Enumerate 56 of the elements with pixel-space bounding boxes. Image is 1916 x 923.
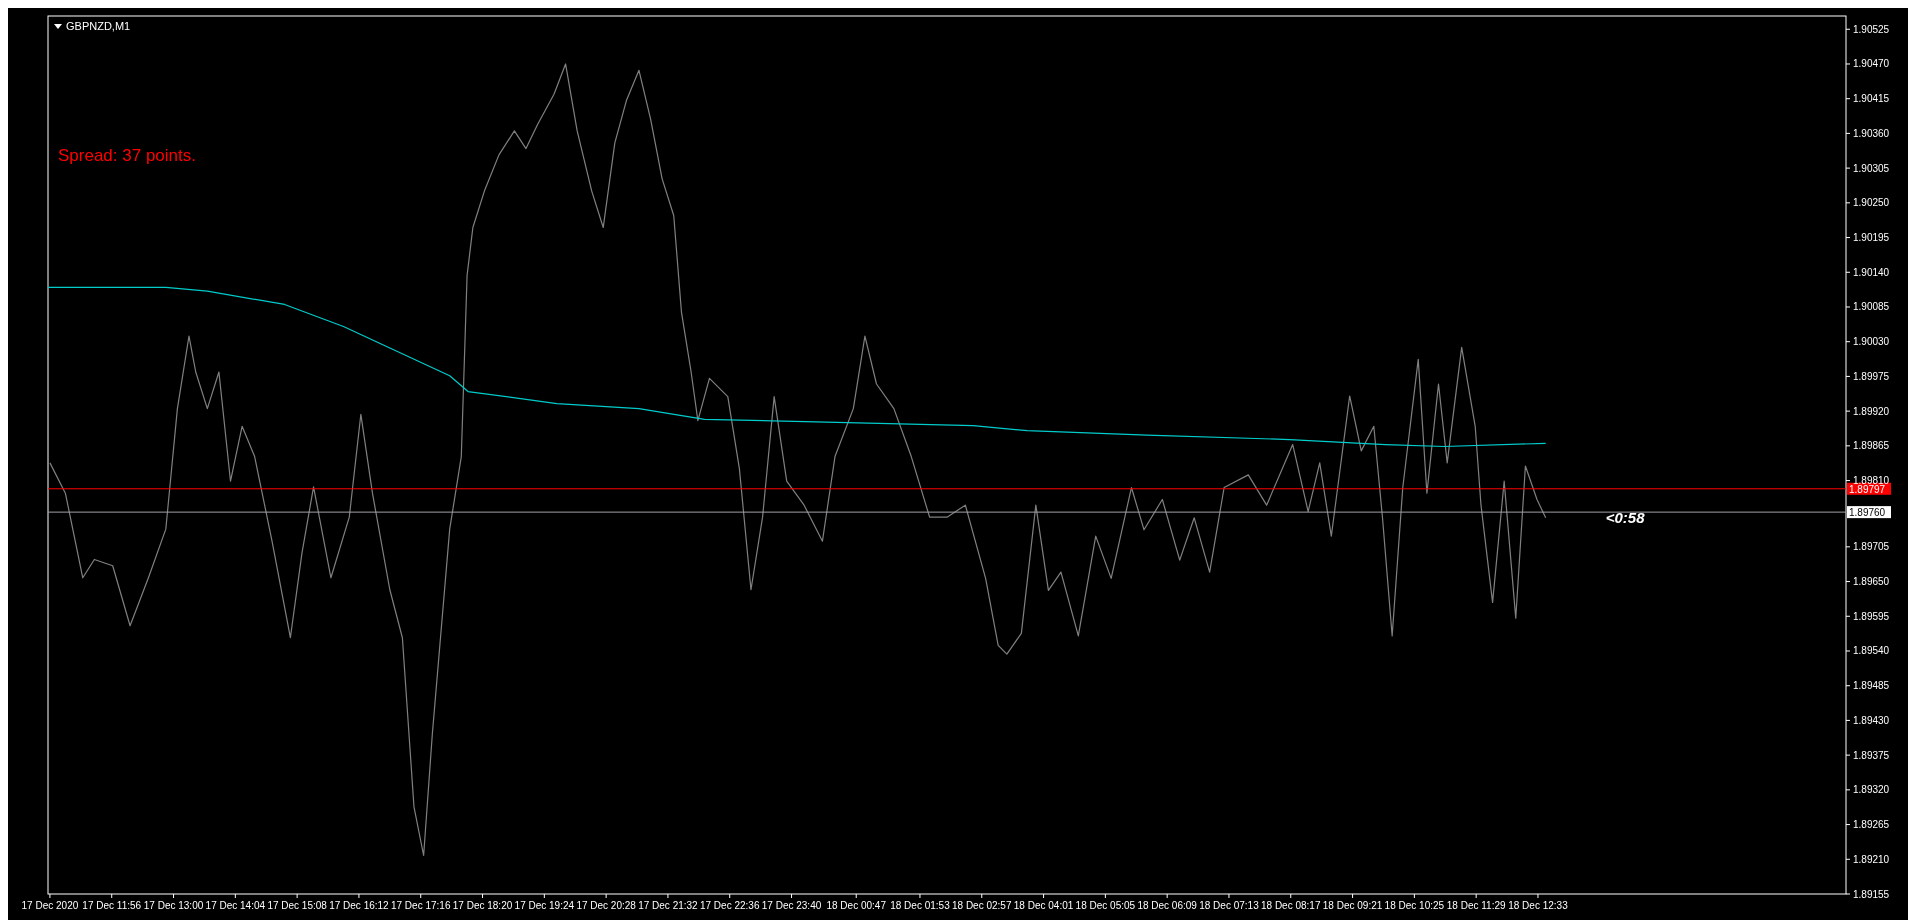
x-tick-label: 17 Dec 17:16 [390, 900, 451, 911]
x-tick-label: 18 Dec 04:01 [1013, 900, 1074, 911]
line-series [49, 63, 1547, 857]
y-tick-label: 1.90360 [1853, 127, 1890, 139]
y-tick-label: 1.89265 [1853, 819, 1890, 831]
y-tick-label: 1.89975 [1853, 370, 1890, 382]
y-tick-label: 1.89865 [1853, 440, 1890, 452]
y-tick-label: 1.89650 [1853, 576, 1890, 588]
y-tick-label: 1.89540 [1853, 645, 1890, 657]
y-tick-label: 1.90525 [1853, 23, 1890, 35]
annotation: Spread: 37 points. [58, 146, 196, 165]
x-tick-label: 17 Dec 11:56 [82, 900, 142, 911]
y-tick-label: 1.90140 [1853, 266, 1890, 278]
chart-title: GBPNZD,M1 [66, 20, 131, 32]
y-tick-label: 1.90415 [1853, 93, 1890, 105]
annotation: <0:58 [1605, 508, 1646, 526]
y-tick-label: 1.89210 [1853, 853, 1890, 865]
y-tick-label: 1.90085 [1853, 301, 1890, 313]
ref-line-label: 1.89760 [1849, 507, 1886, 519]
x-tick-label: 18 Dec 08:17 [1261, 900, 1321, 911]
y-tick-label: 1.89595 [1853, 610, 1890, 622]
x-tick-label: 18 Dec 10:25 [1384, 900, 1445, 911]
x-tick-label: 18 Dec 06:09 [1137, 900, 1198, 911]
x-tick-label: 17 Dec 16:12 [329, 900, 390, 911]
y-tick-label: 1.89430 [1853, 714, 1890, 726]
x-tick-label: 17 Dec 14:04 [205, 900, 266, 911]
x-tick-label: 18 Dec 01:53 [890, 900, 951, 911]
x-tick-label: 17 Dec 18:20 [452, 900, 513, 911]
x-tick-label: 17 Dec 20:28 [576, 900, 637, 911]
x-tick-label: 17 Dec 21:32 [638, 900, 699, 911]
x-tick-label: 18 Dec 09:21 [1322, 900, 1383, 911]
x-tick-label: 17 Dec 23:40 [761, 900, 822, 911]
x-tick-label: 18 Dec 00:47 [826, 900, 887, 911]
y-tick-label: 1.89705 [1853, 541, 1890, 553]
x-tick-label: 18 Dec 05:05 [1075, 900, 1136, 911]
x-tick-label: 17 Dec 19:24 [514, 900, 575, 911]
x-tick-label: 17 Dec 2020 [21, 900, 79, 911]
x-tick-label: 17 Dec 22:36 [699, 900, 760, 911]
y-tick-label: 1.90470 [1853, 58, 1890, 70]
y-tick-label: 1.89485 [1853, 680, 1890, 692]
ref-line-label: 1.89797 [1849, 483, 1886, 495]
x-tick-label: 18 Dec 11:29 [1446, 900, 1506, 911]
y-tick-label: 1.89320 [1853, 784, 1890, 796]
y-tick-label: 1.90195 [1853, 232, 1890, 244]
x-tick-label: 18 Dec 07:13 [1199, 900, 1260, 911]
y-tick-label: 1.90030 [1853, 336, 1890, 348]
y-tick-label: 1.89920 [1853, 405, 1890, 417]
y-tick-label: 1.89155 [1853, 888, 1890, 900]
y-tick-label: 1.90250 [1853, 197, 1890, 209]
x-tick-label: 18 Dec 02:57 [952, 900, 1012, 911]
y-tick-label: 1.90305 [1853, 162, 1890, 174]
y-tick-label: 1.89375 [1853, 749, 1890, 761]
x-tick-label: 17 Dec 13:00 [143, 900, 204, 911]
x-tick-label: 18 Dec 12:33 [1508, 900, 1569, 911]
x-tick-label: 17 Dec 15:08 [267, 900, 328, 911]
line-series [47, 286, 1547, 448]
